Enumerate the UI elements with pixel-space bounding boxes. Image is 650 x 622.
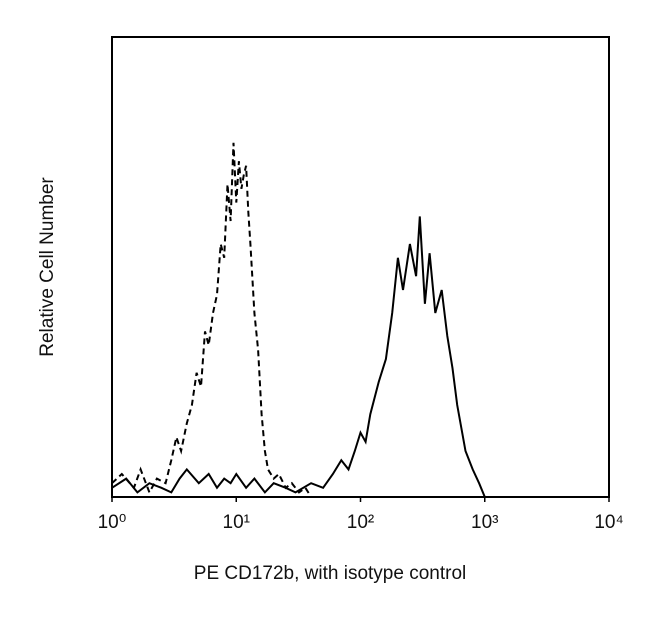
histogram-line — [111, 142, 312, 498]
x-tick-label: 10² — [347, 512, 374, 533]
plot-frame — [111, 36, 610, 498]
x-tick-label: 10¹ — [223, 512, 250, 533]
x-axis-label: PE CD172b, with isotype control — [194, 563, 466, 584]
x-tick-label: 10⁴ — [594, 512, 623, 533]
histogram-line — [111, 216, 486, 498]
y-axis-label: Relative Cell Number — [37, 177, 58, 357]
x-tick-label: 10⁰ — [98, 512, 127, 533]
x-tick-label: 10³ — [471, 512, 498, 533]
